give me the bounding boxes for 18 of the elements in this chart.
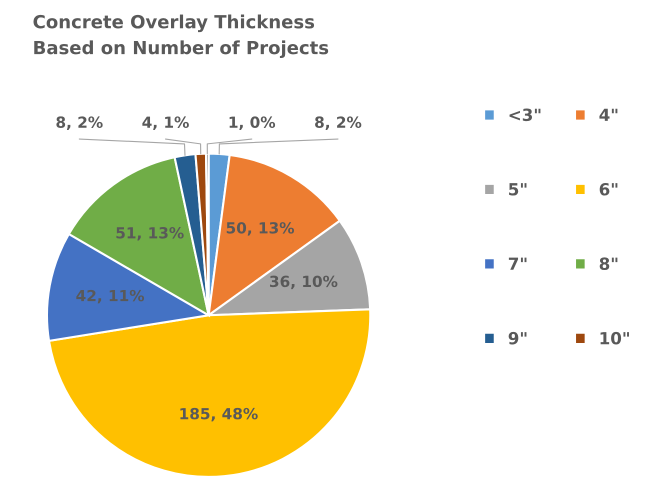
legend-label: 4"	[599, 108, 618, 121]
legend-label: 8"	[600, 257, 618, 270]
data-label: 42, 11%	[76, 290, 144, 304]
data-label: 51, 13%	[116, 227, 184, 241]
legend-label: 5"	[509, 183, 526, 196]
data-label: 185, 48%	[180, 408, 258, 422]
legend-label: 9"	[508, 332, 526, 344]
legend-label: 7"	[508, 258, 526, 270]
chart-title: Concrete Overlay Thickness Based on Number of Projects	[34, 14, 328, 58]
legend-label: 6"	[600, 182, 618, 196]
legend-label: <3"	[510, 108, 540, 122]
data-label: 1, 0%	[230, 116, 276, 130]
data-label: 50, 13%	[226, 222, 294, 236]
data-label: 36, 10%	[270, 276, 338, 290]
legend-label: 10"	[600, 332, 629, 344]
data-label: 8, 2%	[56, 116, 103, 130]
data-label: 8, 2%	[315, 116, 362, 130]
data-label: 4, 1%	[142, 116, 189, 130]
